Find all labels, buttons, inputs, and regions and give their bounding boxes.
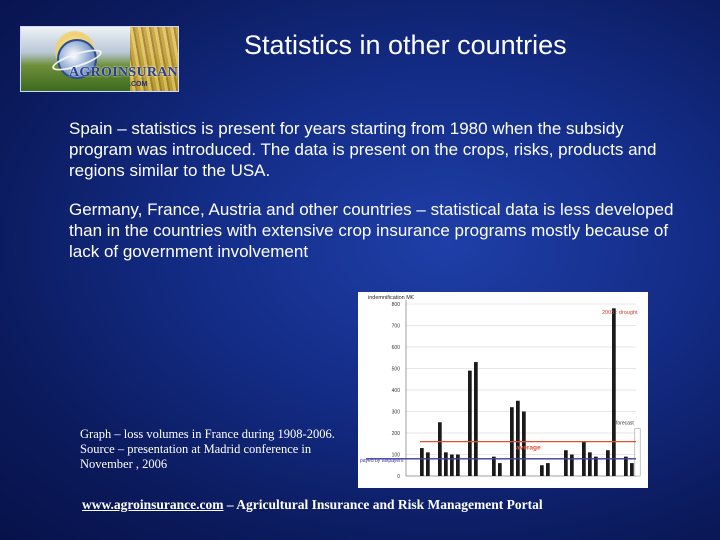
chart-bar [570,454,574,476]
y-tick-label: 200 [392,431,401,437]
chart-bar [444,452,448,476]
chart-bar [492,456,496,476]
logo-domain-text: .COM [129,81,148,88]
chart-bar [594,456,598,476]
paragraph-spain: Spain – statistics is present for years … [69,119,657,180]
chart-bar [468,370,472,476]
footer-portal-text: – Agricultural Insurance and Risk Manage… [223,497,543,512]
y-tick-label: 300 [392,410,401,416]
slide-title: Statistics in other countries [244,30,567,60]
globe-icon [57,39,97,79]
y-tick-label: 700 [392,324,401,330]
forecast-label: forecast [616,420,634,426]
chart-bar [456,454,460,476]
loss-volumes-chart: indemnification M€ 0 100 200 300 400 500 600 700… [358,292,648,488]
chart-bar [546,463,550,476]
taxpayer-label: payed by taxpayers [360,458,404,464]
chart-bar [624,456,628,476]
chart-bar [498,463,502,476]
chart-bar [516,400,520,476]
chart-bar [438,422,442,476]
footer: www.agroinsurance.com – Agricultural Ins… [82,497,543,513]
chart-bar [606,450,610,476]
agroinsurance-logo[interactable]: AGROINSURANCE .COM [20,26,179,92]
y-tick-label: 500 [392,367,401,373]
chart-bar [522,411,526,476]
chart-bar [450,454,454,476]
y-tick-label: 600 [392,345,401,351]
average-label: average [516,445,541,452]
y-tick-label: 0 [397,474,400,480]
chart-bar [540,465,544,476]
footer-portal-link[interactable]: www.agroinsurance.com [82,497,224,512]
chart-bar [588,452,592,476]
chart-bar [612,308,616,476]
y-tick-label: 100 [392,453,401,459]
logo-brand-text: AGROINSURANCE [69,65,179,80]
y-tick-label: 800 [392,302,401,308]
chart-bar [630,463,634,476]
chart-svg: indemnification M€ 0 100 200 300 400 500 600 700… [360,295,641,480]
y-axis-label: indemnification M€ [368,295,414,301]
chart-bar [420,448,424,476]
drought-label: 2003 : drought [602,310,638,316]
chart-bar [474,362,478,476]
figure-caption: Graph – loss volumes in France during 19… [80,427,335,471]
paragraph-other-countries: Germany, France, Austria and other count… [69,200,674,261]
forecast-bar [634,428,641,477]
y-tick-label: 400 [392,388,401,394]
chart-bar [426,452,430,476]
chart-bar [564,450,568,476]
wheat-graphic [130,27,178,91]
